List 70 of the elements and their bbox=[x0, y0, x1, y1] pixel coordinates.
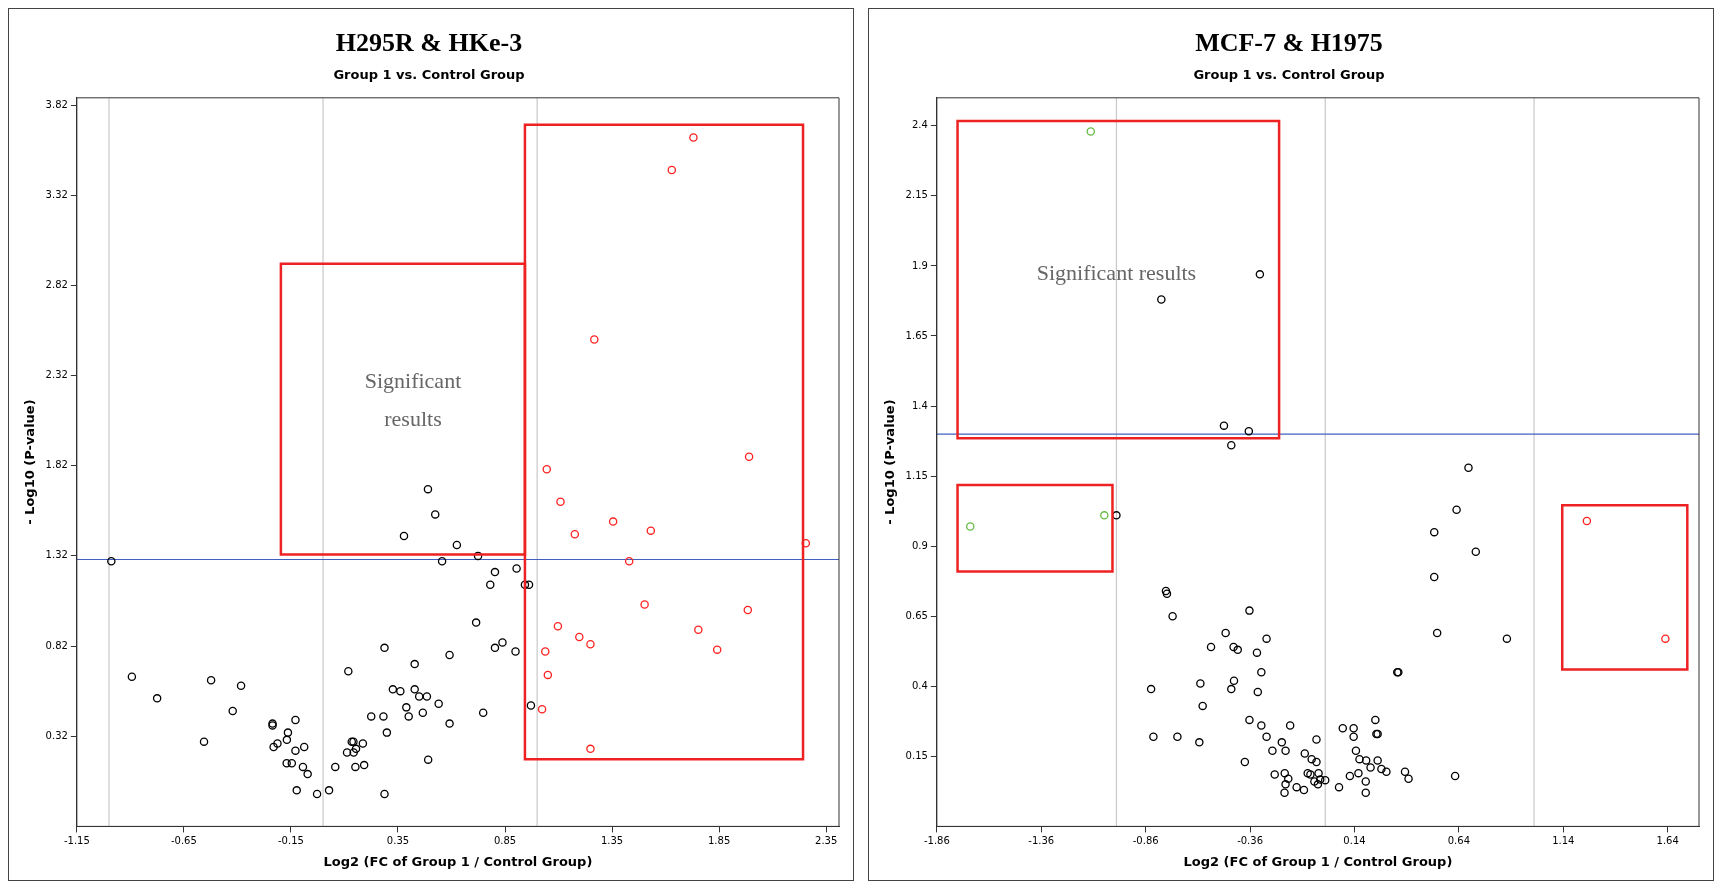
x-tick-label: -0.15 bbox=[278, 834, 304, 846]
point bbox=[570, 529, 580, 539]
y-tick-label: 0.82 bbox=[45, 639, 68, 651]
point bbox=[646, 526, 656, 535]
chart-title: H295R & HKe-3 bbox=[335, 28, 523, 58]
x-axis-title: Log2 (FC of Group 1 / Control Group) bbox=[1183, 853, 1453, 869]
y-tick-label: 0.9 bbox=[911, 539, 928, 551]
point bbox=[743, 605, 753, 615]
point bbox=[624, 557, 634, 566]
annotation: Significant results bbox=[364, 367, 462, 431]
point bbox=[537, 704, 547, 714]
annotation: Significant results bbox=[1036, 260, 1197, 286]
y-tick-label: 0.65 bbox=[905, 609, 928, 621]
y-axis-title: - Log10 (P-value) bbox=[22, 399, 38, 525]
y-tick-label: 1.82 bbox=[45, 459, 68, 471]
y-tick-label: 0.4 bbox=[911, 679, 928, 691]
x-tick-label: -1.36 bbox=[1028, 834, 1055, 846]
x-tick-label: 1.14 bbox=[1552, 834, 1575, 846]
y-tick-label: 2.4 bbox=[911, 119, 928, 131]
x-axis-title: Log2 (FC of Group 1 / Control Group) bbox=[323, 853, 593, 869]
x-tick-label: 0.85 bbox=[493, 834, 517, 846]
x-tick-label: 0.64 bbox=[1447, 834, 1471, 846]
x-tick-label: -1.86 bbox=[923, 834, 950, 846]
x-tick-label: -0.65 bbox=[170, 834, 197, 846]
y-tick-label: 1.9 bbox=[911, 259, 928, 271]
point bbox=[694, 625, 703, 635]
point bbox=[640, 600, 649, 609]
chart-title: MCF-7 & H1975 bbox=[1195, 28, 1383, 58]
point bbox=[586, 744, 595, 754]
x-tick-label: 0.14 bbox=[1343, 834, 1366, 846]
point bbox=[541, 647, 550, 656]
y-tick-label: 3.82 bbox=[45, 98, 68, 110]
y-tick-label: 1.4 bbox=[911, 399, 928, 411]
x-tick-label: 1.35 bbox=[600, 834, 624, 846]
y-tick-label: 2.32 bbox=[45, 369, 68, 381]
point bbox=[608, 517, 618, 526]
point bbox=[966, 522, 975, 531]
point bbox=[586, 640, 595, 649]
point bbox=[712, 645, 722, 654]
point bbox=[590, 335, 599, 344]
point bbox=[744, 452, 754, 461]
x-tick-label: -0.86 bbox=[1132, 834, 1159, 846]
x-tick-label: -1.15 bbox=[63, 834, 90, 846]
y-tick-label: 1.32 bbox=[45, 549, 68, 561]
y-tick-label: 0.15 bbox=[905, 749, 928, 761]
y-tick-label: 2.82 bbox=[45, 278, 68, 290]
point bbox=[556, 497, 565, 507]
point bbox=[1100, 511, 1109, 520]
x-tick-label: -0.36 bbox=[1237, 834, 1264, 846]
y-tick-label: 2.15 bbox=[905, 189, 928, 201]
x-tick-label: 0.35 bbox=[386, 834, 410, 846]
chart-subtitle: Group 1 vs. Control Group bbox=[1193, 67, 1385, 83]
y-tick-label: 1.65 bbox=[905, 329, 928, 341]
chart-subtitle: Group 1 vs. Control Group bbox=[333, 67, 525, 83]
point bbox=[1661, 634, 1670, 643]
point bbox=[553, 621, 563, 631]
y-axis-title: - Log10 (P-value) bbox=[882, 399, 898, 525]
point bbox=[667, 165, 677, 175]
x-tick-label: 1.85 bbox=[707, 834, 731, 846]
point bbox=[689, 133, 698, 142]
point bbox=[1086, 127, 1095, 136]
point bbox=[575, 632, 584, 642]
x-tick-label: 2.35 bbox=[815, 834, 838, 846]
point bbox=[542, 465, 552, 474]
y-tick-label: 3.32 bbox=[45, 188, 68, 200]
x-tick-label: 1.64 bbox=[1656, 834, 1679, 846]
point bbox=[543, 670, 553, 680]
point bbox=[1582, 516, 1592, 526]
y-tick-label: 1.15 bbox=[905, 469, 928, 481]
y-tick-label: 0.32 bbox=[45, 729, 68, 741]
